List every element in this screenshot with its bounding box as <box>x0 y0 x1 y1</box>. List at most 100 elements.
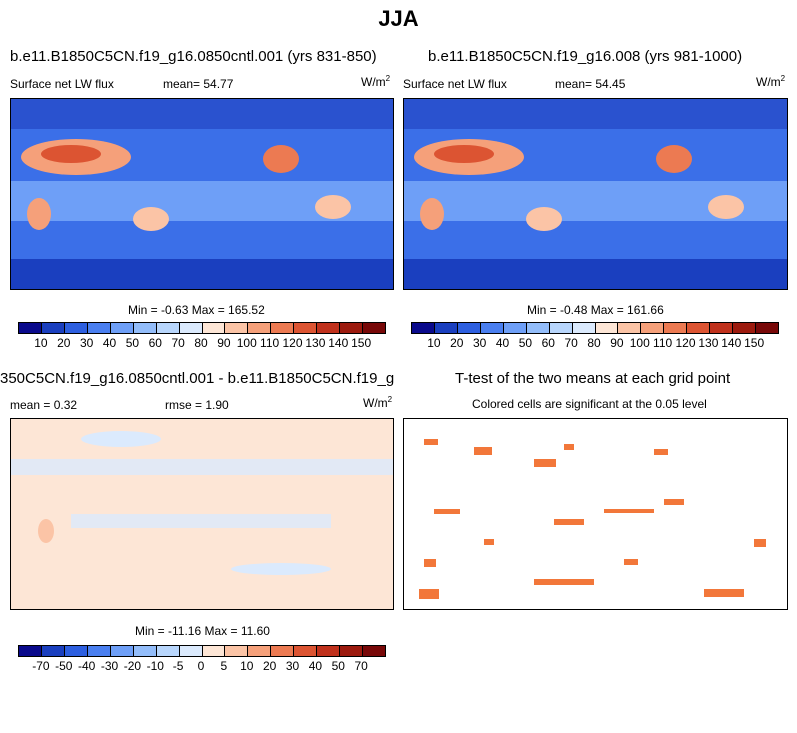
panel3-colorbar-color-1 <box>41 646 65 656</box>
panel1-map <box>10 98 394 290</box>
panel2-variable: Surface net LW flux <box>403 77 507 91</box>
panel2-colorbar-tick-label: 40 <box>495 336 510 350</box>
panel2-colorbar-tick-label: 20 <box>450 336 464 350</box>
panel1-colorbar-tick-label: 70 <box>171 336 185 350</box>
panel1-colorbar-color-2 <box>64 323 88 333</box>
panel2-colorbar-tick-label: 150 <box>744 336 765 350</box>
panel2-colorbar-tick-label: 70 <box>564 336 578 350</box>
panel3-colorbar-color-12 <box>294 646 318 656</box>
panel1-colorbar-tick-label: 120 <box>282 336 303 350</box>
panel2-minmax: Min = -0.48 Max = 161.66 <box>527 303 664 317</box>
panel1-colorbar-tick-label: 30 <box>79 336 94 350</box>
panel1-colorbar-tick-label: 40 <box>102 336 117 350</box>
panel1-colorbar-tick-label: 140 <box>328 336 349 350</box>
panel3-colorbar-tick-label: -10 <box>146 659 164 673</box>
panel1-colorbar-tick-label: 110 <box>260 336 280 350</box>
panel3-colorbar-color-11 <box>271 646 295 656</box>
panel1-colorbar-color-13 <box>317 323 341 333</box>
panel3-colorbar-tick-label: 40 <box>308 659 323 673</box>
panel2-colorbar-color-5 <box>526 323 550 333</box>
panel2-colorbar-color-4 <box>503 323 527 333</box>
panel1-colorbar-tick-label: 10 <box>34 336 48 350</box>
panel2-mean: mean= 54.45 <box>555 77 626 91</box>
panel1-colorbar-tick-label: 60 <box>148 336 162 350</box>
panel2-colorbar-color-7 <box>572 323 596 333</box>
panel3-colorbar-tick-label: 10 <box>240 659 254 673</box>
panel4-title: T-test of the two means at each grid poi… <box>455 370 731 387</box>
panel1-field <box>11 99 393 289</box>
panel2-colorbar-tick-label: 130 <box>698 336 719 350</box>
panel2-colorbar-tick-label: 110 <box>653 336 673 350</box>
panel1-units: W/m2 <box>361 74 391 89</box>
panel3-field <box>11 419 393 609</box>
panel2-colorbar-tick-label: 140 <box>721 336 742 350</box>
panel2-colorbar-tick-label: 100 <box>629 336 650 350</box>
panel2-colorbar-tick-label: 50 <box>518 336 533 350</box>
panel3-colorbar-color-5 <box>133 646 157 656</box>
panel2-map <box>403 98 788 290</box>
panel3-mean: mean = 0.32 <box>10 398 78 412</box>
panel1-colorbar-tick-label: 90 <box>217 336 231 350</box>
panel3-title: 350C5CN.f19_g16.0850cntl.001 - b.e11.B18… <box>0 370 395 387</box>
panel3-colorbar-color-4 <box>110 646 134 656</box>
panel1-colorbar-tick-label: 80 <box>194 336 208 350</box>
panel1-minmax: Min = -0.63 Max = 165.52 <box>128 303 265 317</box>
panel3-colorbar-tick-label: 70 <box>354 659 368 673</box>
panel3-colorbar-tick-label: -5 <box>172 659 184 673</box>
panel3-colorbar-tick-label: 0 <box>197 659 205 673</box>
panel3-rmse: rmse = 1.90 <box>165 398 229 412</box>
panel4-subtitle: Colored cells are significant at the 0.0… <box>472 397 707 411</box>
panel2-colorbar-color-2 <box>457 323 481 333</box>
panel3-colorbar-tick-label: -70 <box>32 659 50 673</box>
panel3-colorbar-tick-label: 50 <box>331 659 345 673</box>
panel4-map <box>403 418 788 610</box>
panel1-colorbar-tick-label: 50 <box>125 336 140 350</box>
panel1-colorbar-color-12 <box>294 323 318 333</box>
panel2-colorbar-color-1 <box>434 323 458 333</box>
panel3-colorbar-color-13 <box>317 646 341 656</box>
panel1-colorbar-color-7 <box>179 323 203 333</box>
panel2-title: b.e11.B1850C5CN.f19_g16.008 (yrs 981-100… <box>428 48 743 65</box>
panel2-colorbar-labels: 10 20 30 40 50 60 70 80 90 100 110 120 130 140 150 <box>411 336 777 350</box>
panel1-colorbar-color-8 <box>202 323 226 333</box>
panel1-colorbar-tick-label: 130 <box>305 336 326 350</box>
panel2-colorbar-color-9 <box>618 323 642 333</box>
panel2-units: W/m2 <box>756 74 786 89</box>
panel3-colorbar-color-15 <box>363 646 385 656</box>
panel2-field <box>404 99 787 289</box>
panel1-colorbar-tick-label: 20 <box>57 336 71 350</box>
panel2-colorbar-tick-label: 90 <box>610 336 624 350</box>
panel1-colorbar-color-0 <box>19 323 42 333</box>
panel1-title: b.e11.B1850C5CN.f19_g16.0850cntl.001 (yr… <box>10 48 377 65</box>
panel3-colorbar-color-8 <box>202 646 226 656</box>
panel2-colorbar-color-10 <box>641 323 665 333</box>
panel1-colorbar-color-15 <box>363 323 385 333</box>
panel3-colorbar-color-0 <box>19 646 42 656</box>
main-title: JJA <box>378 6 419 31</box>
panel2-colorbar-tick-label: 10 <box>427 336 441 350</box>
panel2-colorbar-color-14 <box>733 323 757 333</box>
panel3-colorbar-tick-label: -30 <box>100 659 119 673</box>
panel2-colorbar-color-3 <box>480 323 504 333</box>
panel3-colorbar-tick-label: -50 <box>55 659 73 673</box>
panel2-colorbar-color-11 <box>664 323 688 333</box>
panel3-minmax: Min = -11.16 Max = 11.60 <box>135 624 270 638</box>
panel2-colorbar-color-0 <box>412 323 435 333</box>
panel1-colorbar-color-11 <box>271 323 295 333</box>
panel3-colorbar-tick-label: 5 <box>220 659 228 673</box>
panel3-colorbar-color-7 <box>179 646 203 656</box>
panel3-colorbar-tick-label: -20 <box>123 659 142 673</box>
panel3-map <box>10 418 394 610</box>
panel3-colorbar-color-9 <box>225 646 249 656</box>
panel3-colorbar-color-10 <box>248 646 272 656</box>
panel3-colorbar-color-14 <box>340 646 364 656</box>
panel2-colorbar-tick-label: 30 <box>472 336 487 350</box>
panel2-colorbar-tick-label: 60 <box>541 336 555 350</box>
panel1-colorbar-labels: 10 20 30 40 50 60 70 80 90 100 110 120 130 140 150 <box>18 336 384 350</box>
panel3-colorbar-labels: -70 -50 -40 -30 -20 -10 -5 0 5 10 20 30 40 50 70 <box>18 659 384 673</box>
panel1-colorbar-tick-label: 150 <box>351 336 372 350</box>
panel2-colorbar-color-13 <box>710 323 734 333</box>
panel1-colorbar-color-1 <box>41 323 65 333</box>
panel1-colorbar-tick-label: 100 <box>236 336 257 350</box>
panel1-colorbar-color-10 <box>248 323 272 333</box>
